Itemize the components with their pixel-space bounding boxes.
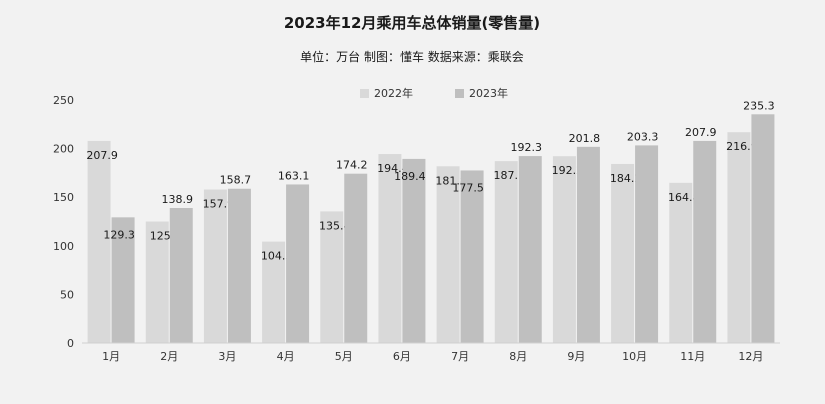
data-label: 235.3 xyxy=(743,99,775,112)
data-label: 216.9 xyxy=(726,140,758,153)
bar-2022 xyxy=(203,189,227,343)
chart-title: 2023年12月乘用车总体销量(零售量) xyxy=(284,14,540,32)
bars: 207.9 129.3 125 138.9 157.9 158.7 104.3 163.1 13… xyxy=(86,99,775,344)
x-tick-label: 4月 xyxy=(277,350,295,363)
y-tick-label: 50 xyxy=(60,288,74,301)
x-tick-label: 5月 xyxy=(335,350,353,363)
data-label: 177.5 xyxy=(452,181,484,194)
data-label: 207.9 xyxy=(685,126,717,139)
bar-2022 xyxy=(436,166,460,343)
data-label: 181.8 xyxy=(435,174,467,187)
bar-2022 xyxy=(669,182,693,343)
legend-label: 2022年 xyxy=(374,86,413,100)
data-label: 138.9 xyxy=(162,193,194,206)
data-label: 203.3 xyxy=(627,130,659,143)
y-tick-label: 250 xyxy=(53,94,74,107)
x-tick-label: 6月 xyxy=(393,350,411,363)
y-tick-label: 100 xyxy=(53,240,74,253)
x-tick-label: 9月 xyxy=(567,350,585,363)
bar-2023 xyxy=(693,140,717,343)
bar-2023 xyxy=(635,145,659,343)
chart-subtitle: 单位：万台 制图：懂车 数据来源：乘联会 xyxy=(300,49,524,64)
data-label: 184.2 xyxy=(610,172,642,185)
data-label: 174.2 xyxy=(336,159,368,172)
x-tick-label: 11月 xyxy=(680,350,705,363)
data-label: 164.8 xyxy=(668,191,700,204)
legend: 2022年 2023年 xyxy=(360,86,508,100)
x-tick-label: 2月 xyxy=(160,350,178,363)
x-tick-label: 10月 xyxy=(622,350,647,363)
data-label: 192.2 xyxy=(552,164,584,177)
bar-2023 xyxy=(518,156,542,343)
x-tick-label: 7月 xyxy=(451,350,469,363)
bar-2022 xyxy=(727,132,751,343)
data-label: 135.4 xyxy=(319,219,351,232)
x-axis: 1月 2月 3月 4月 5月 6月 7月 8月 9月 10月 11月 12月 xyxy=(82,342,780,363)
data-label: 201.8 xyxy=(569,132,601,145)
bar-2023 xyxy=(344,173,368,343)
bar-2023 xyxy=(111,217,135,343)
data-label: 129.3 xyxy=(103,228,135,241)
bar-2023 xyxy=(751,114,775,344)
bar-2022 xyxy=(552,156,576,343)
x-tick-label: 3月 xyxy=(218,350,236,363)
data-label: 158.7 xyxy=(220,174,252,187)
legend-swatch xyxy=(455,89,464,98)
bar-2022 xyxy=(611,163,635,343)
y-tick-label: 150 xyxy=(53,191,74,204)
y-tick-label: 0 xyxy=(67,337,74,350)
bar-2022 xyxy=(494,161,518,343)
x-tick-label: 1月 xyxy=(102,350,120,363)
bar-2023 xyxy=(460,170,484,343)
legend-swatch xyxy=(360,89,369,98)
data-label: 189.4 xyxy=(394,170,426,183)
bar-2022 xyxy=(378,154,402,343)
data-label: 192.3 xyxy=(511,141,543,154)
data-label: 194.4 xyxy=(377,162,409,175)
bar-2023 xyxy=(227,188,251,343)
data-label: 163.1 xyxy=(278,169,310,182)
data-label: 207.9 xyxy=(86,149,118,162)
bar-2022 xyxy=(87,140,111,343)
bar-2022 xyxy=(320,211,344,343)
bar-2023 xyxy=(286,184,310,343)
x-tick-label: 12月 xyxy=(738,350,763,363)
data-label: 157.9 xyxy=(203,198,235,211)
bar-2023 xyxy=(402,158,426,343)
x-tick-label: 8月 xyxy=(509,350,527,363)
legend-label: 2023年 xyxy=(469,86,508,100)
data-label: 125 xyxy=(150,230,171,243)
bar-2022 xyxy=(262,241,286,343)
bar-2023 xyxy=(576,146,600,343)
y-tick-label: 200 xyxy=(53,143,74,156)
y-axis: 0 50 100 150 200 250 xyxy=(53,94,74,350)
data-label: 104.3 xyxy=(261,250,293,263)
bar-2022 xyxy=(145,221,169,343)
bar-2023 xyxy=(169,207,193,343)
data-label: 187.1 xyxy=(494,169,526,182)
